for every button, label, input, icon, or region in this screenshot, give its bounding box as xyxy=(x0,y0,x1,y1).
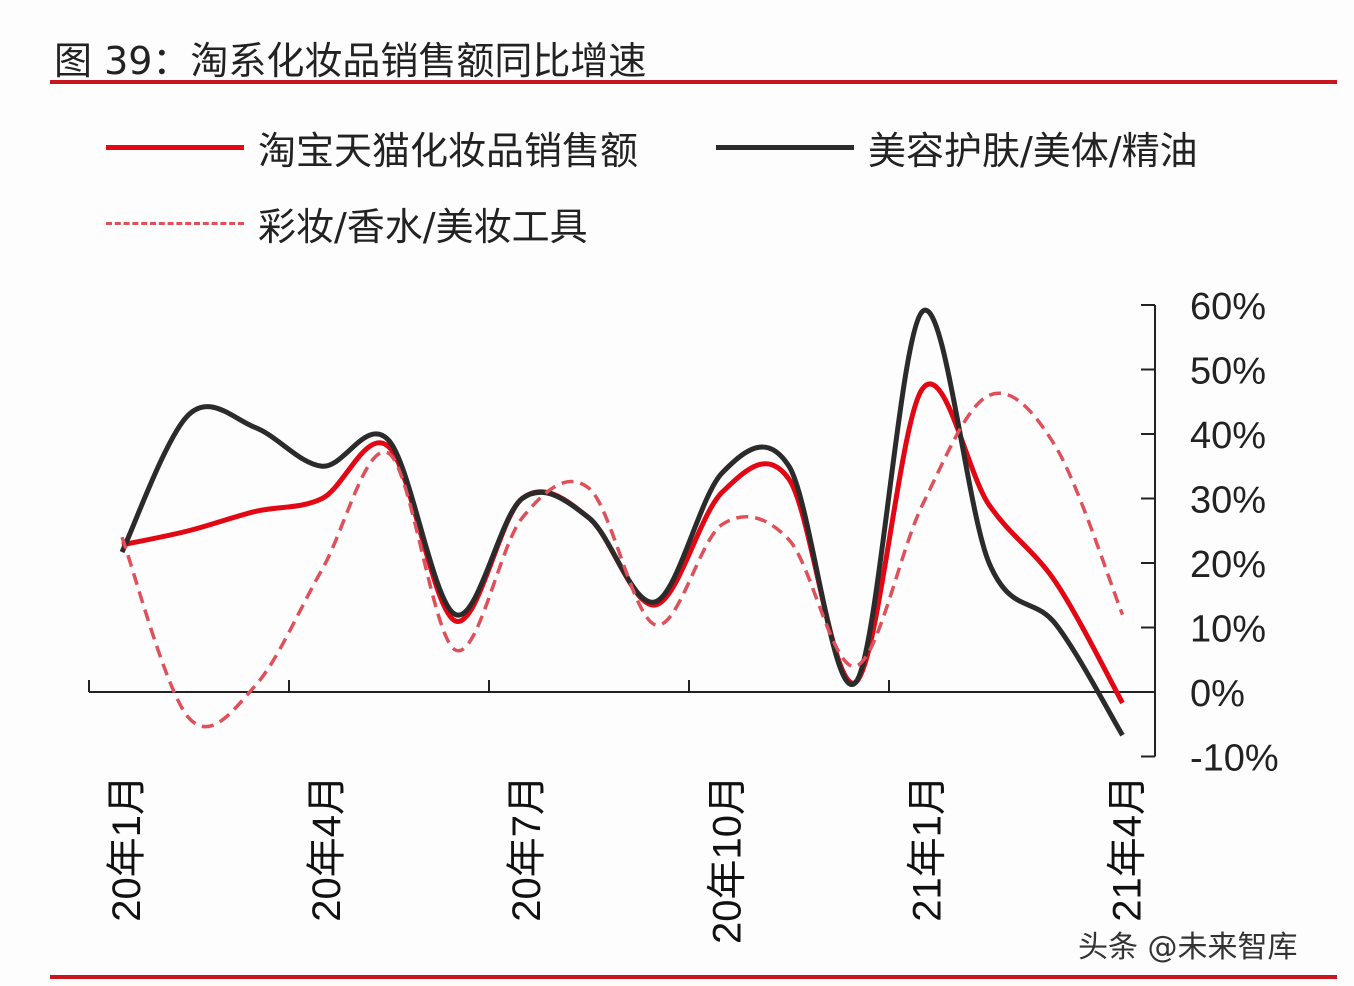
legend-swatch xyxy=(716,145,854,150)
chart-title: 图 39：淘系化妆品销售额同比增速 xyxy=(54,39,647,83)
legend-label: 美容护肤/美体/精油 xyxy=(868,129,1198,173)
series-line-1 xyxy=(119,307,1125,737)
legend-item-taobao: 淘宝天猫化妆品销售额 xyxy=(106,120,638,175)
legend-label: 淘宝天猫化妆品销售额 xyxy=(258,129,639,173)
x-tick-label: 21年4月 xyxy=(1106,775,1150,922)
legend-item-makeup: 彩妆/香水/美妆工具 xyxy=(106,196,588,251)
x-tick-label: 20年1月 xyxy=(105,775,149,922)
x-tick-label: 20年4月 xyxy=(305,775,349,922)
top-rule xyxy=(50,80,1337,84)
legend-swatch xyxy=(106,145,244,150)
y-tick-label: 30% xyxy=(1190,480,1266,522)
x-tick-label: 20年10月 xyxy=(705,775,749,944)
y-tick-label: 20% xyxy=(1190,544,1266,586)
series-line-2 xyxy=(120,391,1125,729)
x-tick-label: 21年1月 xyxy=(905,775,949,922)
legend-label: 彩妆/香水/美妆工具 xyxy=(258,205,588,249)
watermark: 头条 @未来智库 xyxy=(1078,930,1298,965)
y-tick-label: 40% xyxy=(1190,415,1266,457)
y-tick-label: -10% xyxy=(1190,738,1279,780)
series-line-0 xyxy=(121,381,1125,705)
y-tick-label: 50% xyxy=(1190,351,1266,393)
y-tick-label: 60% xyxy=(1190,286,1266,328)
legend-swatch xyxy=(106,222,244,225)
x-tick-label: 20年7月 xyxy=(505,775,549,922)
bottom-rule xyxy=(50,975,1337,979)
y-tick-label: 0% xyxy=(1190,673,1245,715)
legend-item-skincare: 美容护肤/美体/精油 xyxy=(716,120,1198,175)
y-tick-label: 10% xyxy=(1190,609,1266,651)
